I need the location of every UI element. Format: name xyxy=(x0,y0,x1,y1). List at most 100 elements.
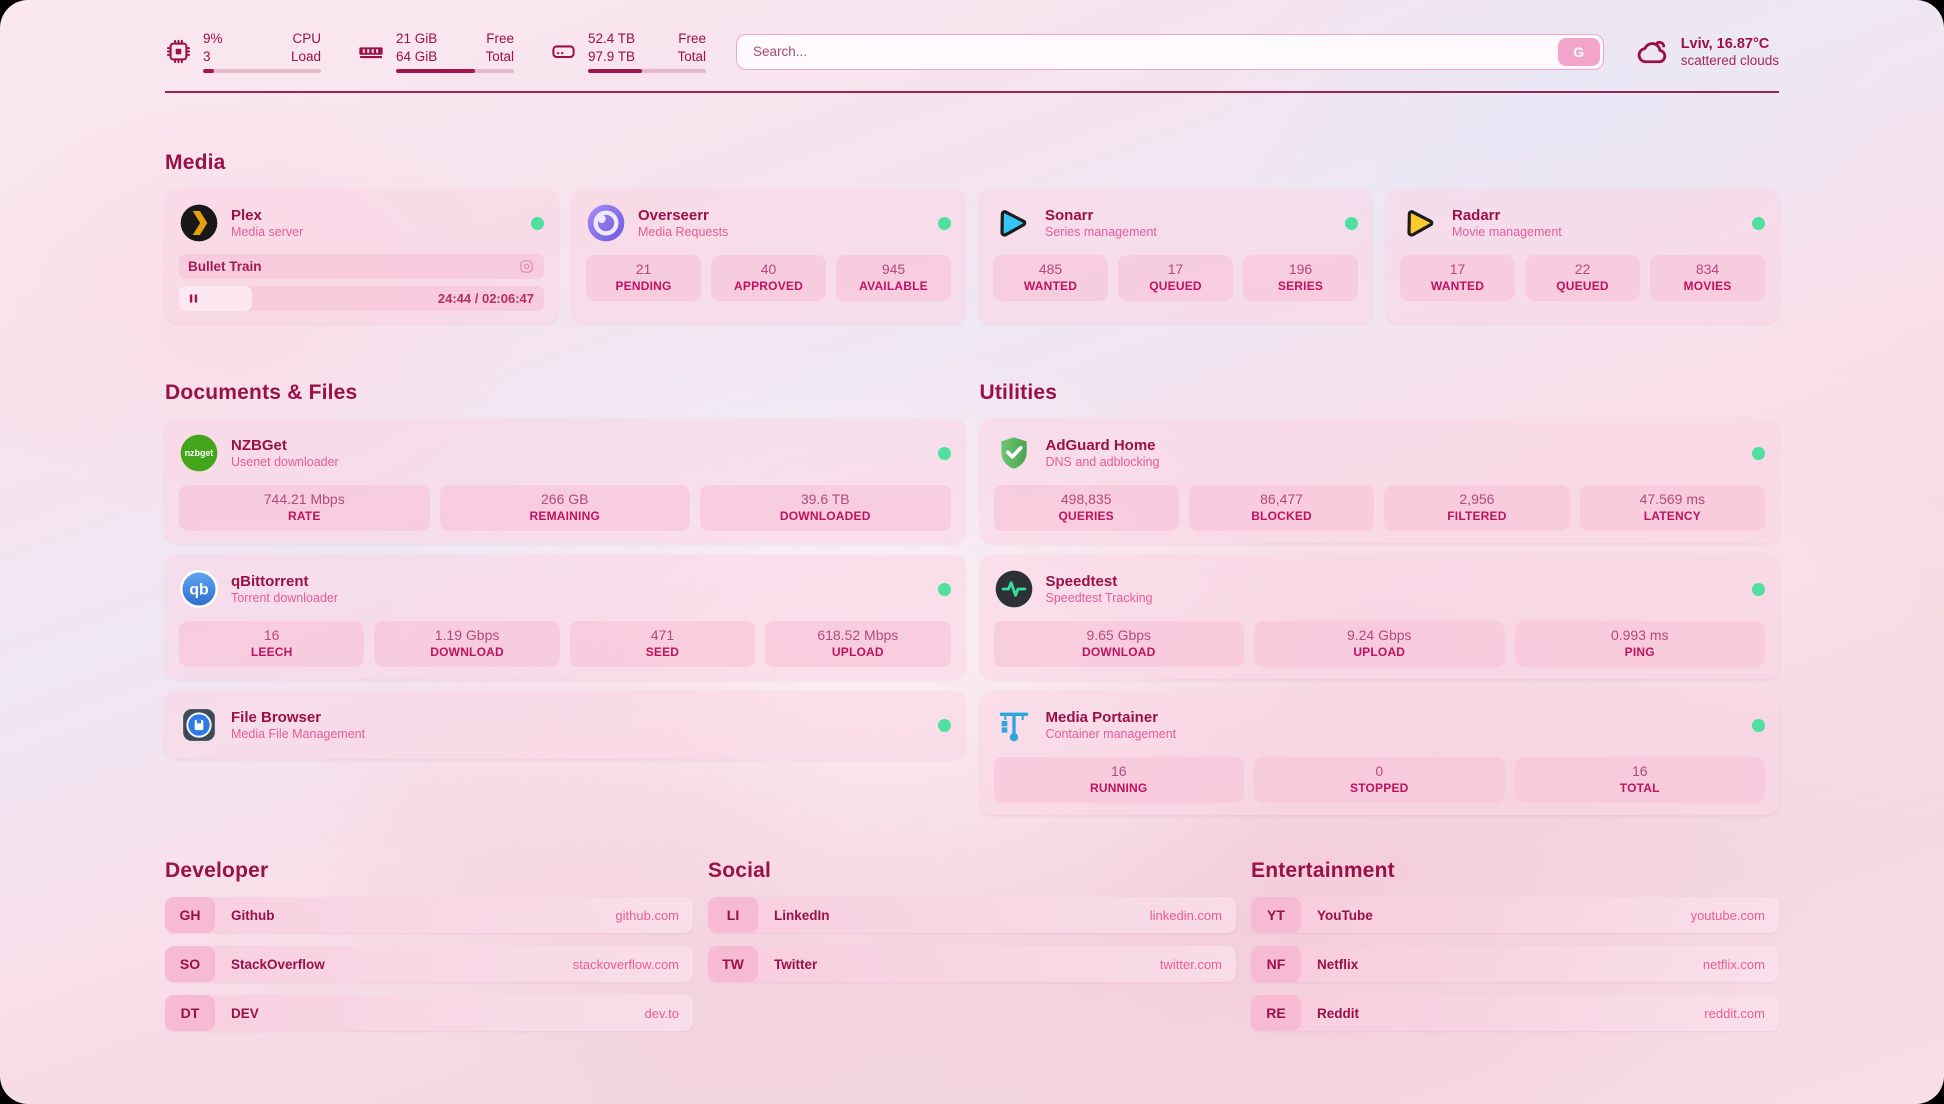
app-card-qbittorrent[interactable]: qb qBittorrent Torrent downloader 16 LEEC… xyxy=(165,555,965,680)
stat-tile: 485 WANTED xyxy=(993,255,1108,302)
app-name: Overseerr xyxy=(638,207,709,225)
memory-icon xyxy=(359,46,383,58)
app-card-sonarr[interactable]: Sonarr Series management 485 WANTED 17 QUEU… xyxy=(979,189,1372,324)
disk-free-value: 52.4 TB xyxy=(588,31,636,46)
stat-tile: 86,477 BLOCKED xyxy=(1188,485,1375,532)
stat-tile: 17 QUEUED xyxy=(1118,255,1233,302)
search-engine-button[interactable]: G xyxy=(1557,37,1600,66)
bookmark-link[interactable]: GH Github github.com xyxy=(165,897,693,934)
stat-tile: 834 MOVIES xyxy=(1650,255,1765,302)
adguard-icon xyxy=(994,433,1034,473)
playback-elapsed-bar xyxy=(179,286,252,312)
media-card-grid: Plex Media server Bullet Train 24:44 / 0… xyxy=(165,189,1779,324)
bookmark-badge: GH xyxy=(165,897,215,934)
stat-tile: 16 RUNNING xyxy=(993,757,1244,804)
disk-total-value: 97.9 TB xyxy=(588,48,636,64)
bookmark-badge: TW xyxy=(708,946,758,983)
bookmark-link[interactable]: DT DEV dev.to xyxy=(165,995,693,1032)
app-card-overseerr[interactable]: Overseerr Media Requests 21 PENDING 40 APPR… xyxy=(572,189,965,324)
status-dot xyxy=(1752,446,1765,460)
developer-links: GH Github github.com SO StackOverflow stackov… xyxy=(165,897,693,1032)
app-card-nzbget[interactable]: nzbget NZBGet Usenet downloader 744.21 M… xyxy=(165,419,965,544)
stat-tile: 945 AVAILABLE xyxy=(836,255,951,302)
search-input[interactable] xyxy=(736,33,1604,70)
stat-tile: 39.6 TB DOWNLOADED xyxy=(700,485,951,532)
weather-widget: Lviv, 16.87°C scattered clouds xyxy=(1634,34,1779,70)
bookmark-name: Github xyxy=(231,907,275,923)
bookmark-name: StackOverflow xyxy=(231,956,325,972)
overseerr-icon xyxy=(586,203,626,243)
bookmark-badge: LI xyxy=(708,897,758,934)
bookmark-link[interactable]: SO StackOverflow stackoverflow.com xyxy=(165,946,693,983)
plex-icon xyxy=(179,203,219,243)
cpu-icon xyxy=(166,39,191,64)
bookmark-badge: DT xyxy=(165,995,215,1032)
svg-text:nzbget: nzbget xyxy=(185,448,214,458)
memory-total-value: 64 GiB xyxy=(396,48,438,64)
stat-tile: 16 LEECH xyxy=(179,621,365,668)
status-dot xyxy=(1345,216,1358,230)
app-subtitle: Movie management xyxy=(1452,225,1562,240)
nzbget-icon: nzbget xyxy=(179,433,219,473)
app-name: Sonarr xyxy=(1045,207,1094,225)
app-name: NZBGet xyxy=(231,437,287,455)
documents-section: Documents & Files nzbget NZBGet Usenet d… xyxy=(165,323,965,760)
disk-total-label: Total xyxy=(677,48,706,64)
stat-tile: 47.569 ms LATENCY xyxy=(1579,485,1765,532)
app-card-speedtest[interactable]: Speedtest Speedtest Tracking 9.65 Gbps DO… xyxy=(979,555,1779,680)
status-dot xyxy=(1752,582,1765,596)
section-title-documents: Documents & Files xyxy=(165,381,358,405)
bookmark-link[interactable]: YT YouTube youtube.com xyxy=(1251,897,1779,934)
bookmark-link[interactable]: LI LinkedIn linkedin.com xyxy=(708,897,1236,934)
status-dot xyxy=(1752,216,1765,230)
section-title-utilities: Utilities xyxy=(979,381,1058,405)
bookmark-url: linkedin.com xyxy=(1149,907,1222,923)
entertainment-section: Entertainment YT YouTube youtube.com NF Netf… xyxy=(1251,859,1779,1032)
bookmark-link[interactable]: NF Netflix netflix.com xyxy=(1251,946,1779,983)
app-name: Radarr xyxy=(1452,207,1501,225)
radarr-icon xyxy=(1400,203,1440,243)
bookmark-link[interactable]: RE Reddit reddit.com xyxy=(1251,995,1779,1032)
cpu-usage-value: 9% xyxy=(203,31,223,46)
app-card-adguard[interactable]: AdGuard Home DNS and adblocking 498,835 Q… xyxy=(979,419,1779,544)
bookmark-url: dev.to xyxy=(644,1005,679,1021)
stat-tiles: 16 LEECH 1.19 Gbps DOWNLOAD 471 SEED 618.52 Mb… xyxy=(179,621,951,668)
search-bar: G xyxy=(736,33,1604,70)
status-dot xyxy=(531,216,544,230)
stat-tile: 17 WANTED xyxy=(1400,255,1515,302)
app-subtitle: Usenet downloader xyxy=(231,455,339,470)
svg-text:qb: qb xyxy=(189,582,209,599)
app-subtitle: Torrent downloader xyxy=(231,591,339,606)
stat-tiles: 21 PENDING 40 APPROVED 945 AVAILABLE xyxy=(586,255,951,302)
app-subtitle: Container management xyxy=(1045,727,1177,742)
app-card-portainer[interactable]: Media Portainer Container management 16 R… xyxy=(979,691,1779,816)
stat-tile: 22 QUEUED xyxy=(1525,255,1640,302)
entertainment-links: YT YouTube youtube.com NF Netflix netflix.com… xyxy=(1251,897,1779,1032)
app-subtitle: DNS and adblocking xyxy=(1045,455,1160,470)
bookmark-name: YouTube xyxy=(1317,907,1373,923)
stat-tile: 16 TOTAL xyxy=(1514,757,1765,804)
stat-tile: 9.65 Gbps DOWNLOAD xyxy=(993,621,1244,668)
status-dot xyxy=(937,446,951,460)
bookmark-name: Reddit xyxy=(1317,1005,1359,1021)
portainer-icon xyxy=(994,705,1034,745)
app-card-radarr[interactable]: Radarr Movie management 17 WANTED 22 QUEUED… xyxy=(1386,189,1779,324)
app-card-filebrowser[interactable]: File Browser Media File Management xyxy=(165,691,965,760)
bookmark-badge: YT xyxy=(1251,897,1301,934)
cpu-load-value: 3 xyxy=(203,48,211,64)
bookmark-url: github.com xyxy=(615,907,679,923)
stat-tile: 618.52 Mbps UPLOAD xyxy=(765,621,951,668)
bookmark-url: twitter.com xyxy=(1159,956,1222,972)
app-name: Media Portainer xyxy=(1045,709,1159,727)
sonarr-icon xyxy=(993,203,1033,243)
app-card-plex[interactable]: Plex Media server Bullet Train 24:44 / 0… xyxy=(165,189,558,324)
stat-tile: 0 STOPPED xyxy=(1254,757,1505,804)
stat-tiles: 16 RUNNING 0 STOPPED 16 TOTAL xyxy=(993,757,1765,804)
stat-tile: 9.24 Gbps UPLOAD xyxy=(1254,621,1505,668)
cloud-icon xyxy=(1637,40,1666,63)
stat-tiles: 17 WANTED 22 QUEUED 834 MOVIES xyxy=(1400,255,1765,302)
bookmark-name: LinkedIn xyxy=(774,907,830,923)
app-name: qBittorrent xyxy=(231,573,309,591)
bookmark-link[interactable]: TW Twitter twitter.com xyxy=(708,946,1236,983)
